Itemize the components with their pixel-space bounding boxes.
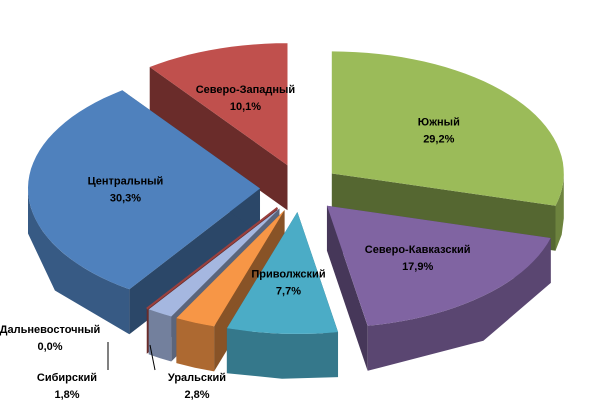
value-label: 10,1% — [230, 101, 261, 113]
slice — [226, 211, 338, 334]
value-label: 17,9% — [402, 261, 433, 273]
slice-side — [149, 67, 288, 211]
slice — [146, 207, 279, 310]
slice-wall — [28, 188, 130, 335]
slice — [28, 90, 261, 290]
slice-wall — [226, 328, 338, 379]
value-label: 30,3% — [110, 193, 141, 205]
slice-label: Центральный — [88, 176, 164, 188]
slice-wall — [555, 173, 564, 251]
slice — [148, 208, 280, 317]
slice-label: Северо-Западный — [196, 84, 295, 96]
slice-wall — [148, 309, 172, 362]
leader-line — [149, 344, 156, 371]
slice — [326, 205, 551, 326]
slice — [326, 205, 551, 371]
slice-label: Уральский — [168, 372, 226, 384]
slice — [149, 43, 288, 211]
slice-side — [326, 205, 368, 371]
slice — [176, 210, 285, 327]
value-label: 1,8% — [54, 389, 79, 401]
slice — [331, 51, 564, 206]
value-label: 7,7% — [276, 285, 301, 297]
slice-label: Южный — [418, 116, 460, 128]
slice-label: Сибирский — [37, 372, 97, 384]
slice — [226, 211, 339, 379]
slice-wall — [176, 318, 215, 372]
slice-label: Северо-Кавказский — [365, 244, 471, 256]
value-label: 29,2% — [423, 133, 454, 145]
slice-label: Приволжский — [251, 268, 325, 280]
slice — [149, 43, 288, 166]
slice-wall — [367, 238, 551, 371]
value-label: 0,0% — [37, 341, 62, 353]
value-label: 2,8% — [184, 389, 209, 401]
slice-label: Дальневосточный — [0, 324, 100, 336]
